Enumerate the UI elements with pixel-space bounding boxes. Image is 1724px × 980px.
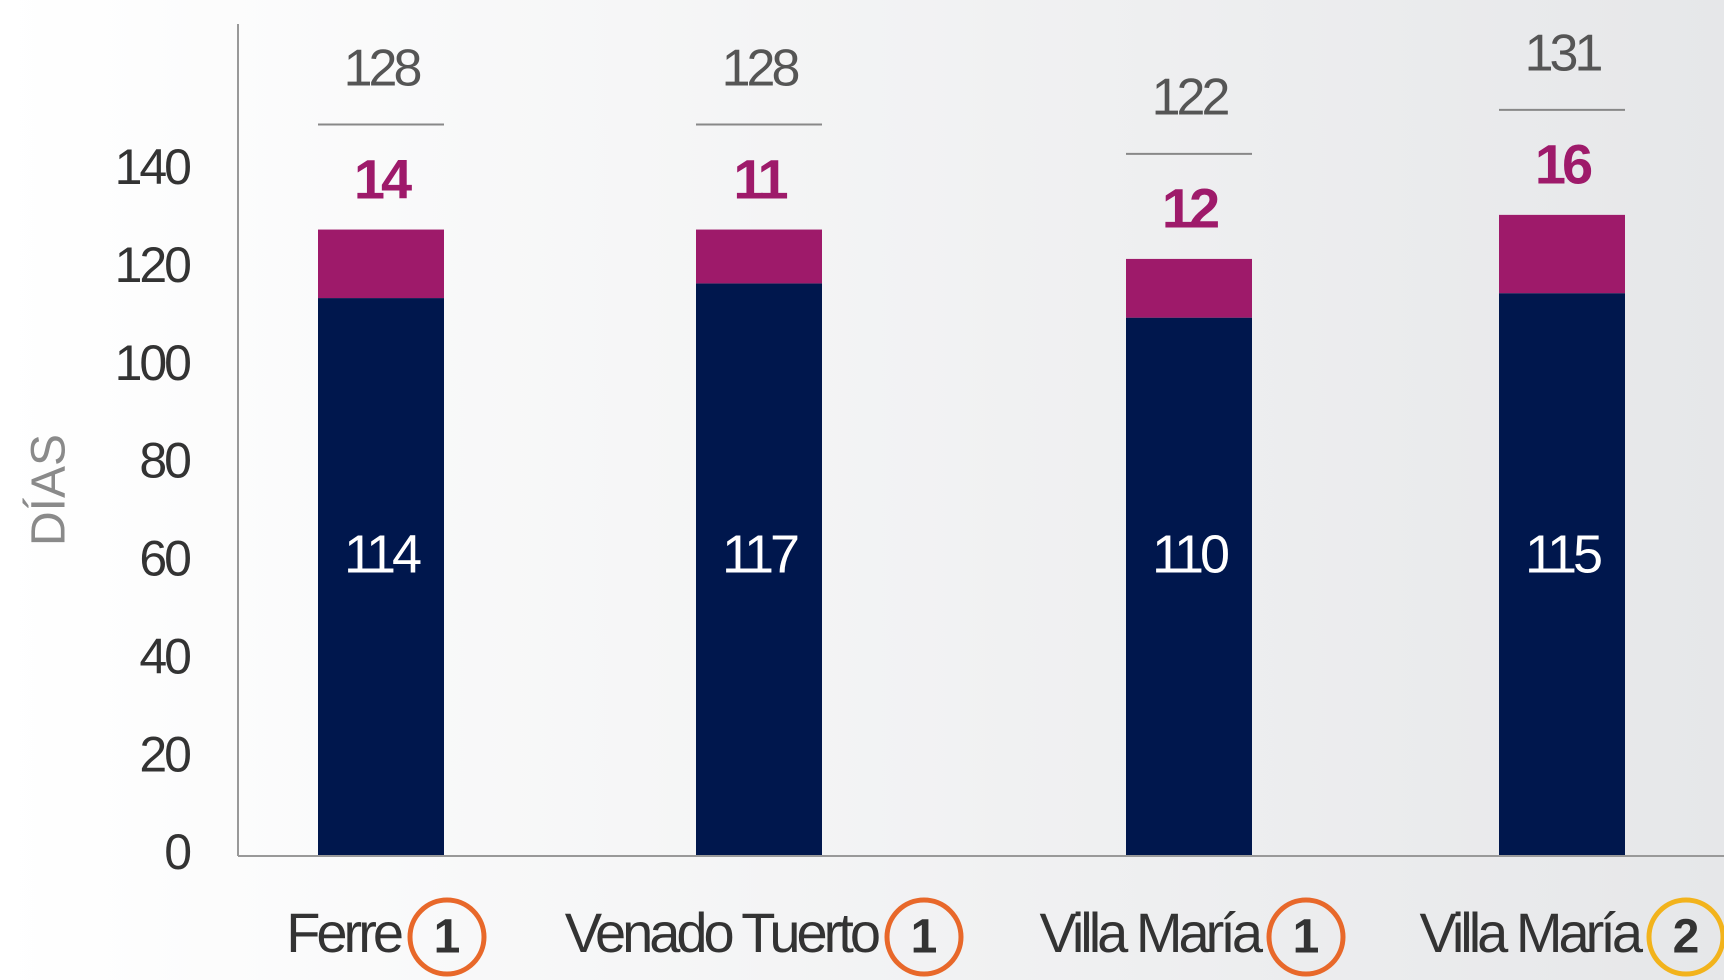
segment-value-label: 14 [354, 147, 412, 210]
y-tick-label: 140 [115, 139, 191, 195]
y-tick-label: 20 [139, 726, 190, 782]
x-tick-label: Ferre [286, 901, 402, 964]
y-tick-label: 40 [139, 628, 190, 684]
y-tick-label: 120 [115, 237, 191, 293]
category-badge [407, 897, 487, 977]
bar-segment [1499, 293, 1625, 856]
y-tick-label: 80 [139, 433, 190, 489]
bar-value-label: 117 [722, 524, 798, 584]
bar-segment [1499, 214, 1625, 294]
x-tick-label: Villa María [1039, 901, 1263, 964]
bar-value-label: 115 [1525, 524, 1601, 584]
bar-segment [696, 283, 822, 856]
bar-segment [318, 229, 444, 299]
bar-value-label: 114 [344, 524, 421, 584]
bar-value-label: 110 [1152, 524, 1228, 584]
bar-segment [696, 229, 822, 284]
category-badge [1266, 897, 1346, 977]
category-badge-number: 2 [1673, 911, 1700, 964]
total-label: 128 [344, 39, 421, 97]
category-badge-number: 1 [434, 911, 461, 964]
total-label: 131 [1525, 25, 1602, 83]
category-badge [1646, 897, 1724, 977]
category-badge-number: 1 [1293, 911, 1320, 964]
x-tick-label: Villa María [1419, 901, 1643, 964]
total-label: 122 [1152, 69, 1229, 127]
segment-value-label: 12 [1162, 177, 1218, 240]
bar-segment [1126, 317, 1252, 856]
bar-segment [1126, 258, 1252, 318]
y-tick-label: 100 [115, 335, 191, 391]
segment-value-label: 11 [733, 147, 787, 210]
y-axis-label: DÍAS [23, 434, 76, 546]
segment-value-label: 16 [1535, 133, 1592, 196]
category-badge-number: 1 [911, 911, 938, 964]
bar-segment [318, 298, 444, 857]
y-tick-label: 60 [139, 531, 190, 587]
x-tick-label: Venado Tuerto [565, 901, 879, 964]
category-badge [884, 897, 964, 977]
y-tick-label: 0 [164, 824, 190, 880]
total-label: 128 [722, 39, 799, 97]
